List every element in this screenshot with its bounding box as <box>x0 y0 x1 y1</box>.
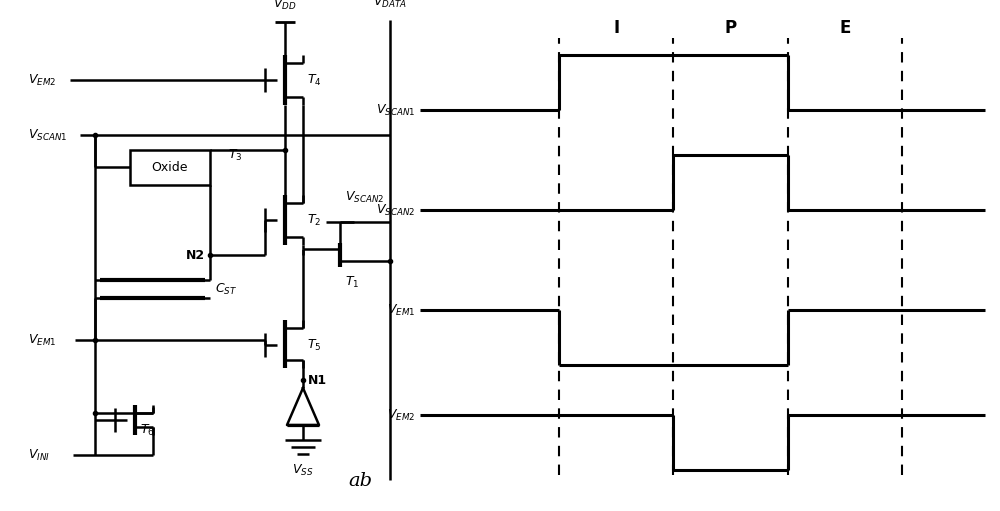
Text: $V_{EM2}$: $V_{EM2}$ <box>387 407 415 423</box>
Text: $T_5$: $T_5$ <box>307 337 321 353</box>
Text: $V_{EM1}$: $V_{EM1}$ <box>387 303 415 317</box>
Text: N1: N1 <box>308 374 327 386</box>
Text: $V_{DATA}$: $V_{DATA}$ <box>373 0 407 10</box>
Text: $T_2$: $T_2$ <box>307 213 321 227</box>
Text: $T_3$: $T_3$ <box>228 148 243 162</box>
Text: ab: ab <box>348 472 372 490</box>
Text: $V_{SCAN1}$: $V_{SCAN1}$ <box>376 102 415 118</box>
Text: Oxide: Oxide <box>152 160 188 174</box>
Text: N2: N2 <box>186 248 205 262</box>
Text: $V_{EM1}$: $V_{EM1}$ <box>28 333 56 347</box>
Text: $T_6$: $T_6$ <box>140 423 155 437</box>
Text: $V_{SS}$: $V_{SS}$ <box>292 463 314 478</box>
Text: $T_4$: $T_4$ <box>307 73 322 87</box>
Text: P: P <box>725 19 737 37</box>
Text: $T_1$: $T_1$ <box>345 275 359 290</box>
Text: E: E <box>839 19 851 37</box>
Text: $V_{SCAN1}$: $V_{SCAN1}$ <box>28 127 67 143</box>
Bar <box>130 150 210 185</box>
Text: $V_{DD}$: $V_{DD}$ <box>273 0 297 12</box>
Text: $C_{ST}$: $C_{ST}$ <box>215 282 237 296</box>
Text: $V_{EM2}$: $V_{EM2}$ <box>28 73 56 87</box>
Text: I: I <box>613 19 619 37</box>
Text: $V_{SCAN2}$: $V_{SCAN2}$ <box>345 190 384 205</box>
Text: $V_{INI}$: $V_{INI}$ <box>28 448 50 462</box>
Text: $V_{SCAN2}$: $V_{SCAN2}$ <box>376 202 415 218</box>
